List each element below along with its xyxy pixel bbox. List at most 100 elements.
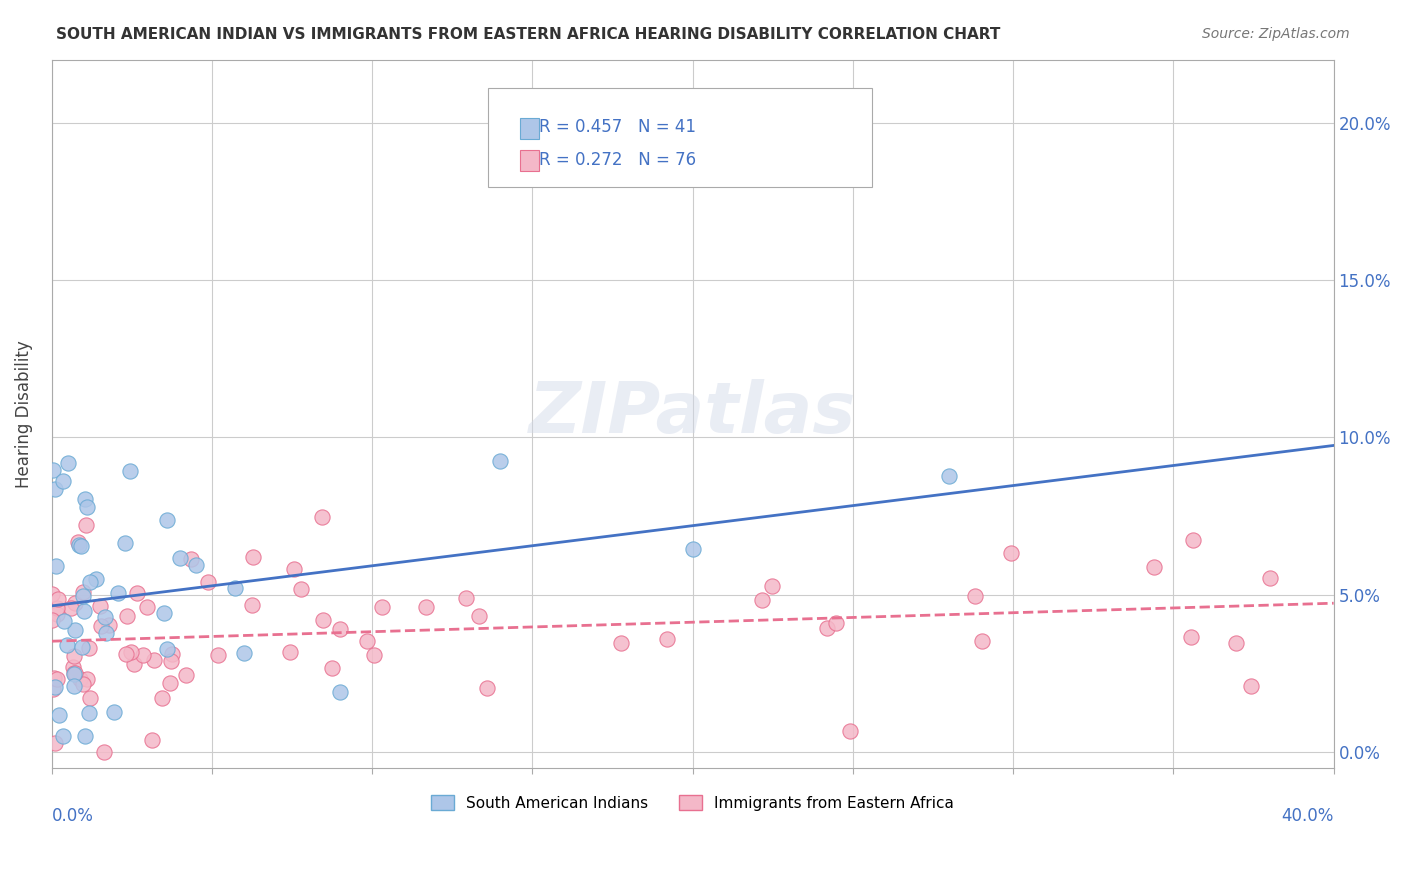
Point <box>160 648 183 662</box>
Point <box>159 676 181 690</box>
Point <box>44 671 66 685</box>
Point <box>156 642 179 657</box>
Point <box>62 679 84 693</box>
Point <box>41 682 63 697</box>
Point <box>184 558 207 573</box>
Legend: South American Indians, Immigrants from Eastern Africa: South American Indians, Immigrants from … <box>425 789 960 817</box>
Point <box>371 600 394 615</box>
Point <box>240 598 263 612</box>
Point <box>1000 546 1022 560</box>
Point <box>356 634 378 648</box>
Point <box>63 666 86 681</box>
Point <box>96 626 118 640</box>
Point <box>938 469 960 483</box>
Point <box>66 535 89 549</box>
Point <box>242 550 264 565</box>
Point <box>76 673 98 687</box>
Point <box>153 606 176 620</box>
Point <box>132 648 155 663</box>
Point <box>84 572 107 586</box>
Point <box>122 657 145 671</box>
Point <box>45 607 67 621</box>
Point <box>174 667 197 681</box>
Point <box>136 600 159 615</box>
Point <box>150 691 173 706</box>
Point <box>312 613 335 627</box>
Point <box>751 592 773 607</box>
Point <box>52 474 75 488</box>
Point <box>682 542 704 557</box>
Point <box>456 591 478 606</box>
Point <box>76 500 98 514</box>
Point <box>41 613 63 627</box>
Point <box>63 624 86 638</box>
Point <box>72 585 94 599</box>
Point <box>79 574 101 589</box>
Point <box>42 463 65 477</box>
Point <box>224 581 246 595</box>
Point <box>1143 559 1166 574</box>
Point <box>311 510 333 524</box>
Point <box>233 646 256 660</box>
Point <box>180 552 202 566</box>
Point <box>69 672 91 686</box>
Point <box>610 636 633 650</box>
Point <box>825 616 848 631</box>
Point <box>143 653 166 667</box>
Point <box>79 691 101 706</box>
Point <box>118 464 141 478</box>
Point <box>70 640 93 654</box>
Point <box>46 672 69 686</box>
Point <box>321 661 343 675</box>
Y-axis label: Hearing Disability: Hearing Disability <box>15 340 32 488</box>
Point <box>141 733 163 747</box>
Point <box>44 736 66 750</box>
Point <box>1258 571 1281 585</box>
Point <box>46 591 69 606</box>
Point <box>278 645 301 659</box>
Text: 0.0%: 0.0% <box>52 806 94 824</box>
Point <box>839 723 862 738</box>
Point <box>44 482 66 496</box>
Point <box>761 579 783 593</box>
Point <box>114 536 136 550</box>
Point <box>53 615 76 629</box>
Point <box>1239 679 1261 693</box>
Point <box>156 513 179 527</box>
Point <box>363 648 385 662</box>
Text: R = 0.272   N = 76: R = 0.272 N = 76 <box>538 151 696 169</box>
Point <box>75 491 97 506</box>
Point <box>69 539 91 553</box>
Point <box>55 638 77 652</box>
Point <box>77 641 100 656</box>
Point <box>46 600 69 615</box>
Point <box>107 586 129 600</box>
Point <box>72 590 94 604</box>
Point <box>127 586 149 600</box>
Point <box>467 608 489 623</box>
Point <box>56 456 79 470</box>
Point <box>73 604 96 618</box>
Point <box>1225 636 1247 650</box>
Point <box>63 667 86 681</box>
Point <box>103 705 125 719</box>
Point <box>63 649 86 664</box>
Point <box>93 745 115 759</box>
Point <box>52 729 75 743</box>
Point <box>115 648 138 662</box>
Point <box>1182 533 1205 547</box>
Point <box>963 589 986 603</box>
Point <box>44 680 66 694</box>
Point <box>90 619 112 633</box>
Text: R = 0.457   N = 41: R = 0.457 N = 41 <box>538 118 696 136</box>
Point <box>89 599 111 613</box>
Point <box>41 587 63 601</box>
Point <box>169 551 191 566</box>
Point <box>69 538 91 552</box>
Point <box>62 659 84 673</box>
Point <box>329 623 352 637</box>
Point <box>73 729 96 743</box>
Point <box>197 574 219 589</box>
Point <box>120 645 142 659</box>
Text: ZIPatlas: ZIPatlas <box>529 379 856 448</box>
